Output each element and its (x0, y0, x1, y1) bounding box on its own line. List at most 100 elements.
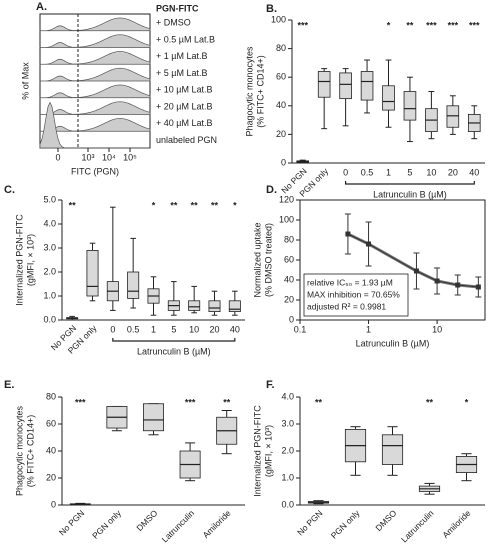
y-tick-label: 80 (284, 234, 294, 244)
y-axis-label: (% DMSO treated) (263, 223, 273, 297)
panel-letter: A. (36, 1, 47, 13)
histogram (39, 17, 151, 32)
y-tick-label: 120 (279, 194, 294, 204)
panel-letter: C. (4, 184, 15, 196)
significance: ** (223, 397, 231, 407)
x-tick-label: 0 (343, 167, 348, 177)
significance: *** (426, 20, 437, 30)
y-axis-label: Internalized PGN-FITC (252, 405, 262, 497)
y-tick-label: 80 (46, 391, 56, 401)
x-tick-label: PGN only (90, 507, 123, 540)
significance: * (233, 200, 237, 210)
sample-label: + 1 µM Lat.B (156, 51, 207, 61)
significance: * (152, 200, 156, 210)
y-tick-label: 5.0 (43, 194, 56, 204)
x-tick-label: 1 (151, 324, 156, 334)
histogram (39, 67, 151, 82)
x-tick-label: 10 (426, 167, 436, 177)
significance: ** (69, 200, 77, 210)
panel-letter: D. (266, 184, 277, 196)
x-tick-label: 0.5 (127, 324, 140, 334)
y-axis-label: % of Max (20, 62, 30, 100)
x-tick-label: 0.5 (361, 167, 374, 177)
significance: *** (469, 20, 480, 30)
y-tick-label: 0 (289, 314, 294, 324)
y-tick-label: 100 (279, 214, 294, 224)
y-tick-label: 0 (51, 499, 56, 509)
y-axis-label: Phagocytic monocytes (244, 46, 254, 137)
box (188, 300, 201, 311)
x-tick-label: Latrunculin (160, 508, 197, 545)
histogram (39, 101, 151, 115)
x-tick-label: 10⁵ (123, 152, 137, 162)
x-tick-label: No PGN (57, 508, 86, 537)
histogram (39, 101, 150, 149)
x-tick-label: 0 (110, 324, 115, 334)
panel-letter: B. (266, 3, 277, 15)
y-axis-label: Internalized PGN-FITC (14, 214, 24, 306)
box (382, 85, 395, 111)
y-tick-label: 40 (284, 274, 294, 284)
box (339, 72, 352, 100)
y-tick-label: 80 (276, 43, 286, 53)
y-tick-label: 60 (284, 254, 294, 264)
x-tick-label: DMSO (373, 508, 398, 533)
panel-letter: F. (266, 379, 275, 391)
significance: *** (448, 20, 459, 30)
point (475, 284, 481, 290)
point (366, 241, 372, 247)
x-tick-label: 0.1 (294, 324, 307, 334)
y-tick-label: 60 (276, 72, 286, 82)
sample-label: unlabeled PGN (156, 135, 217, 145)
x-tick-label: 10⁴ (102, 152, 116, 162)
y-tick-label: 100 (271, 14, 286, 24)
sample-label: + 10 µM Lat.B (156, 85, 212, 95)
point (413, 268, 419, 274)
point (455, 282, 461, 288)
box (228, 300, 241, 312)
y-axis-label: Phagocytic monocytes (14, 405, 24, 496)
annotation: relative IC₅₀ = 1.93 µM (307, 277, 393, 287)
significance: ** (191, 200, 199, 210)
point (345, 231, 351, 237)
x-axis-label: Latrunculin B (µM) (356, 338, 430, 348)
y-tick-label: 3.0 (281, 418, 294, 428)
sample-label: + 5 µM Lat.B (156, 68, 207, 78)
y-axis-label: (gMFI, × 10³) (263, 425, 273, 477)
box (446, 105, 460, 128)
group-label: Latrunculin B (µM) (373, 189, 447, 199)
sample-label: + 0.5 µM Lat.B (156, 34, 215, 44)
x-tick-label: Amiloride (201, 508, 233, 540)
x-tick-label: 40 (230, 324, 240, 334)
y-axis-label: (% FITC+ CD14+) (255, 55, 265, 128)
x-tick-label: 40 (469, 167, 479, 177)
x-tick-label: 5 (407, 167, 412, 177)
significance: ** (406, 20, 414, 30)
x-tick-label: No PGN (295, 508, 324, 537)
x-tick-label: 1 (386, 167, 391, 177)
histogram (39, 84, 151, 99)
significance: * (465, 397, 469, 407)
annotation: adjusted R² = 0.9981 (307, 301, 386, 311)
point (434, 278, 440, 284)
sample-label: + 40 µM Lat.B (156, 118, 212, 128)
x-tick-label: Amiloride (440, 508, 472, 540)
significance: * (387, 20, 391, 30)
y-tick-label: 0.0 (43, 314, 56, 324)
histogram (39, 118, 151, 132)
y-axis-label: (% FITC+ CD14+) (25, 415, 35, 488)
y-tick-label: 20 (284, 294, 294, 304)
x-tick-label: 10³ (81, 152, 94, 162)
group-bracket (345, 181, 475, 185)
y-tick-label: 2.0 (43, 266, 56, 276)
fit-curve-core (347, 233, 479, 288)
y-tick-label: 3.0 (43, 242, 56, 252)
box (403, 91, 417, 121)
legend-title: PGN-FITC (156, 3, 199, 13)
y-tick-label: 2.0 (281, 445, 294, 455)
box (127, 271, 140, 299)
x-tick-label: 10 (189, 324, 199, 334)
significance: *** (75, 397, 86, 407)
annotation-box (303, 273, 409, 317)
